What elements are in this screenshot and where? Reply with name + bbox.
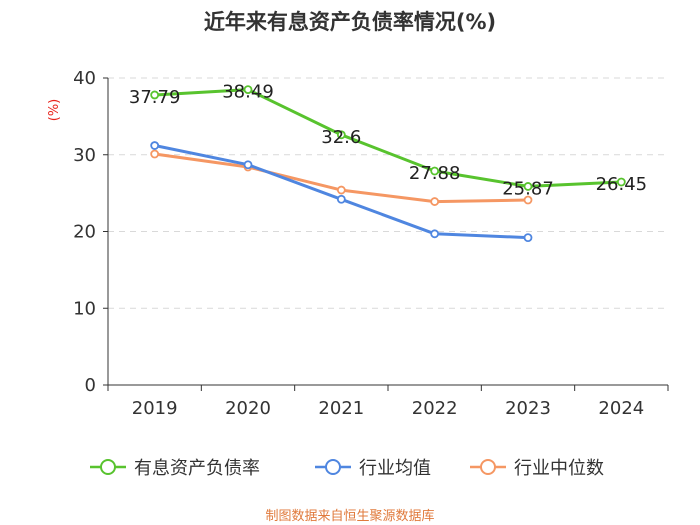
y-tick-label: 20 — [73, 222, 96, 243]
data-point — [523, 182, 533, 191]
data-label: 27.88 — [409, 163, 461, 184]
x-tick-label: 2019 — [132, 398, 178, 419]
source-note: 制图数据来自恒生聚源数据库 — [265, 508, 434, 524]
x-tick-label: 2020 — [225, 398, 271, 419]
legend-label-2: 行业中位数 — [514, 458, 604, 479]
y-tick-label: 10 — [73, 298, 96, 319]
data-point — [616, 177, 626, 187]
y-axis-unit: (%) — [47, 99, 62, 122]
legend-label-1: 行业均值 — [359, 458, 431, 479]
y-tick-label: 40 — [73, 68, 96, 89]
data-labels: 37.79 38.49 32.6 27.88 25.87 26.45 — [129, 82, 647, 200]
data-label: 32.6 — [321, 127, 361, 148]
data-point — [336, 130, 346, 140]
legend-label-0: 有息资产负债率 — [134, 458, 260, 479]
data-label: 38.49 — [222, 82, 274, 103]
legend-marker-2 — [480, 459, 496, 475]
data-point — [243, 85, 253, 94]
data-label: 26.45 — [596, 174, 648, 195]
x-tick-label: 2021 — [318, 398, 364, 419]
x-tick-label: 2023 — [505, 398, 551, 419]
x-tick-label: 2024 — [598, 398, 644, 419]
data-point — [523, 195, 533, 205]
data-point — [150, 90, 160, 100]
data-point — [336, 185, 346, 195]
axes: 0 10 20 30 40 2019 2020 2021 2022 2023 2024 — [73, 68, 669, 419]
data-label: 37.79 — [129, 87, 181, 108]
data-point — [150, 149, 160, 159]
data-point — [430, 197, 440, 206]
legend-marker-1 — [325, 459, 341, 475]
chart-title: 近年来有息资产负债率情况(%) — [204, 10, 496, 34]
data-label: 25.87 — [502, 178, 554, 199]
series-line-0 — [154, 88, 622, 188]
grid-lines — [108, 77, 668, 309]
y-tick-label: 30 — [73, 145, 96, 166]
data-point — [430, 229, 440, 239]
y-tick-label: 0 — [85, 375, 96, 396]
data-point — [150, 141, 160, 150]
legend: 有息资产负债率 行业均值 行业中位数 — [90, 458, 604, 479]
data-point — [523, 233, 533, 243]
data-point — [336, 194, 346, 204]
data-point — [243, 160, 253, 170]
data-point — [430, 166, 440, 176]
legend-marker-0 — [100, 459, 116, 475]
x-tick-label: 2022 — [412, 398, 458, 419]
series-layer — [150, 85, 626, 243]
